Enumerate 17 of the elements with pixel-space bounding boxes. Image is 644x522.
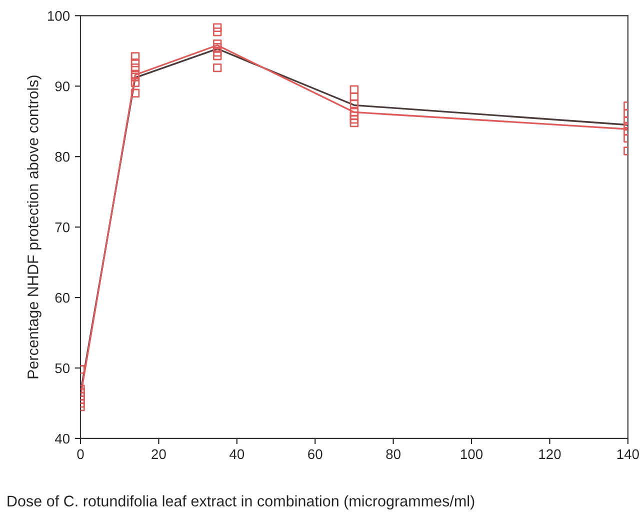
y-tick-label: 90 xyxy=(55,81,70,92)
y-tick-label: 40 xyxy=(54,434,70,444)
x-tick-label: 120 xyxy=(539,449,561,460)
y-axis-title: Percentage NHDF protection above controls) xyxy=(27,76,42,378)
x-tick-label: 140 xyxy=(617,449,639,460)
x-tick-label: 20 xyxy=(152,449,166,460)
x-tick-label: 60 xyxy=(308,449,322,460)
y-tick-label: 50 xyxy=(55,363,70,374)
x-tick-label: 100 xyxy=(460,449,483,460)
y-tick-label: 100 xyxy=(48,10,70,21)
x-tick-label: 80 xyxy=(386,449,400,460)
x-tick-label: 0 xyxy=(77,449,84,460)
x-tick-label: 40 xyxy=(229,449,244,460)
y-tick-label: 70 xyxy=(55,222,70,232)
x-axis-title: Dose of C. rotundifolia leaf extract in combination (microgrammes/ml) xyxy=(8,495,474,510)
y-tick-label: 60 xyxy=(55,292,70,303)
y-tick-label: 80 xyxy=(55,152,70,162)
